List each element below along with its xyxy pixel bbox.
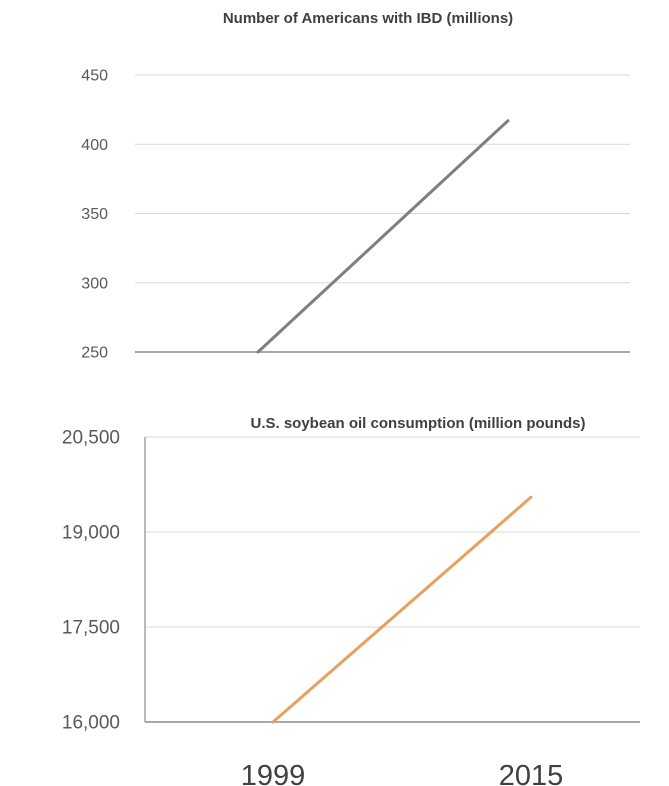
chart-soybean-y-axis: 16,000 17,500 19,000 20,500	[62, 428, 120, 734]
y-tick-label: 19,000	[62, 523, 120, 544]
y-tick-label: 300	[81, 275, 108, 292]
y-tick-label: 350	[81, 206, 108, 223]
x-tick-label: 1999	[241, 760, 306, 786]
chart-soybean: U.S. soybean oil consumption (million po…	[62, 415, 640, 786]
chart-soybean-x-tick-labels: 1999 2015	[241, 760, 564, 786]
y-tick-label: 250	[81, 345, 108, 362]
chart-ibd: Number of Americans with IBD (millions) …	[81, 10, 630, 362]
y-tick-label: 20,500	[62, 428, 120, 449]
chart-soybean-series	[271, 495, 533, 724]
chart-ibd-title: Number of Americans with IBD (millions)	[223, 10, 513, 27]
y-tick-label: 17,500	[62, 618, 120, 639]
x-tick-label: 2015	[499, 760, 564, 786]
y-tick-label: 16,000	[62, 713, 120, 734]
chart-soybean-title: U.S. soybean oil consumption (million po…	[250, 415, 585, 432]
y-tick-label: 400	[81, 137, 108, 154]
chart-ibd-gridlines	[135, 74, 630, 284]
series-line	[256, 119, 510, 354]
y-tick-label: 450	[81, 68, 108, 85]
chart-ibd-y-axis: 250 300 350 400 450	[81, 68, 108, 362]
chart-ibd-series	[256, 119, 510, 354]
chart-soybean-gridlines	[145, 436, 640, 628]
series-line	[271, 495, 533, 724]
